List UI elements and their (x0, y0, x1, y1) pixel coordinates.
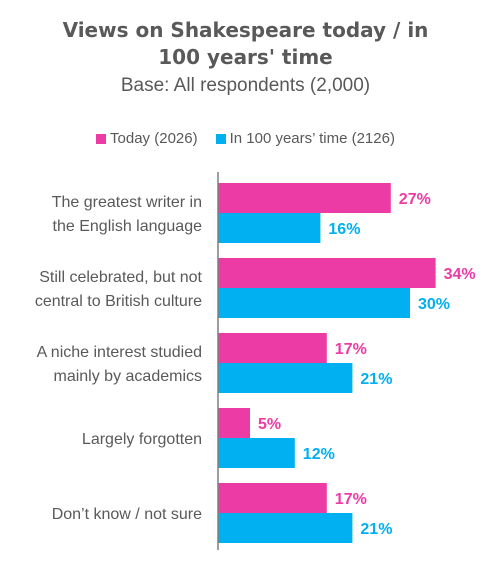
data-label: 21% (360, 521, 392, 538)
category-label: Still celebrated, but not (39, 269, 202, 286)
category-label: A niche interest studied (37, 344, 202, 361)
bar (218, 363, 353, 393)
legend: Today (2026) In 100 years’ time (2126) (0, 130, 491, 147)
data-label: 12% (303, 446, 335, 463)
bar (218, 213, 321, 243)
bar (218, 288, 410, 318)
data-label: 34% (444, 266, 476, 283)
category-label: mainly by academics (54, 368, 203, 385)
bar (218, 258, 436, 288)
legend-swatch-today (96, 133, 107, 144)
chart-title-line-2: 100 years' time (158, 45, 333, 69)
bar (218, 333, 327, 363)
legend-item-future: In 100 years’ time (2126) (215, 130, 395, 147)
chart-title-line-1: Views on Shakespeare today / in (62, 18, 429, 42)
category-label: The greatest writer in (52, 194, 202, 211)
bar (218, 438, 295, 468)
chart-subtitle: Base: All respondents (2,000) (120, 75, 371, 96)
category-label: the English language (53, 218, 203, 235)
bar (218, 183, 391, 213)
legend-swatch-future (215, 133, 226, 144)
legend-item-today: Today (2026) (96, 130, 198, 147)
category-label: Largely forgotten (82, 431, 202, 448)
category-label: Don’t know / not sure (52, 506, 202, 523)
data-label: 17% (335, 341, 367, 358)
category-label: central to British culture (35, 293, 202, 310)
data-label: 21% (360, 371, 392, 388)
data-label: 30% (418, 296, 450, 313)
legend-label-future: In 100 years’ time (2126) (229, 130, 395, 147)
data-label: 17% (335, 491, 367, 508)
bar (218, 483, 327, 513)
bar (218, 513, 353, 543)
data-label: 5% (258, 416, 281, 433)
data-label: 16% (328, 221, 360, 238)
bar (218, 408, 250, 438)
data-label: 27% (399, 191, 431, 208)
legend-label-today: Today (2026) (110, 130, 198, 147)
